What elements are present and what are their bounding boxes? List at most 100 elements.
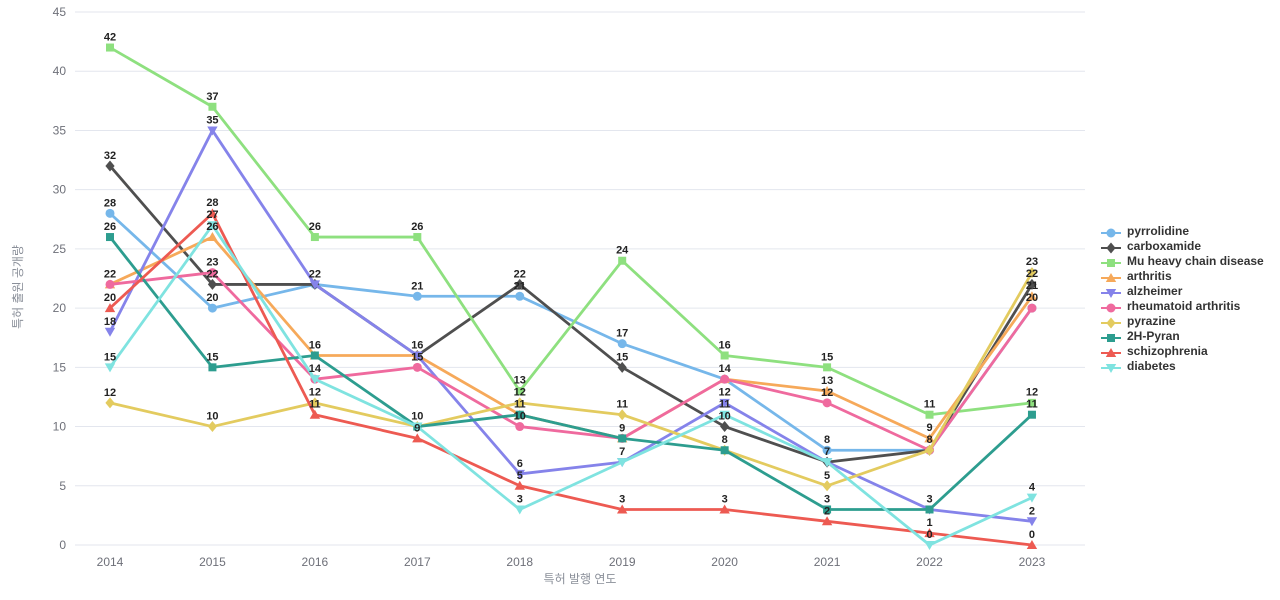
data-point-marker <box>1106 303 1116 312</box>
y-tick-label: 15 <box>53 360 67 374</box>
series-mu-heavy-chain-disease <box>106 43 1036 419</box>
data-point-marker <box>821 386 833 396</box>
point-label: 26 <box>104 221 116 233</box>
legend-item-alzheimer[interactable]: alzheimer <box>1100 284 1264 299</box>
point-label: 13 <box>821 375 833 387</box>
data-point-marker <box>515 291 525 301</box>
triangle-legend-icon <box>1100 271 1122 283</box>
data-point-marker <box>924 433 935 443</box>
diamond-legend-icon <box>1100 241 1122 253</box>
legend-label: arthritis <box>1127 269 1172 283</box>
point-label: 14 <box>719 363 732 375</box>
data-point-marker <box>412 433 423 443</box>
point-label: 15 <box>104 351 116 363</box>
y-tick-label: 45 <box>53 5 67 19</box>
data-point-marker <box>412 422 423 432</box>
point-label: 21 <box>411 280 423 292</box>
point-label: 12 <box>309 387 321 399</box>
data-point-marker <box>104 303 116 313</box>
legend-item-2h-pyran[interactable]: 2H-Pyran <box>1100 329 1264 344</box>
data-point-marker <box>1026 291 1038 301</box>
point-label: 22 <box>309 268 321 280</box>
point-label: 9 <box>926 422 932 434</box>
point-label: 20 <box>206 292 218 304</box>
point-label: 2 <box>824 505 830 517</box>
series-line-mu-heavy-chain-disease <box>108 46 1034 417</box>
point-label: 12 <box>104 387 116 399</box>
data-point-marker <box>104 363 116 373</box>
legend-label: rheumatoid arthritis <box>1127 299 1241 313</box>
legend-item-pyrazine[interactable]: pyrazine <box>1100 314 1264 329</box>
data-point-marker <box>515 387 524 396</box>
point-label: 7 <box>619 446 625 458</box>
legend-item-mu-heavy-chain-disease[interactable]: Mu heavy chain disease <box>1100 254 1264 269</box>
point-label: 3 <box>722 493 728 505</box>
data-point-marker <box>821 458 833 468</box>
series-line-rheumatoid-arthritis <box>108 271 1034 452</box>
point-label: 2 <box>1029 505 1035 517</box>
x-tick-label: 2015 <box>199 555 226 569</box>
x-tick-label: 2017 <box>404 555 431 569</box>
legend-label: Mu heavy chain disease <box>1127 254 1264 268</box>
data-point-marker <box>412 291 422 301</box>
data-point-marker <box>106 233 114 242</box>
data-point-marker <box>823 363 832 372</box>
point-label: 37 <box>206 91 218 103</box>
data-point-marker <box>617 361 627 373</box>
legend-item-pyrrolidine[interactable]: pyrrolidine <box>1100 224 1264 239</box>
legend-item-rheumatoid-arthritis[interactable]: rheumatoid arthritis <box>1100 299 1264 314</box>
y-tick-label: 0 <box>59 538 66 552</box>
point-label: 16 <box>309 339 321 351</box>
data-point-marker <box>720 421 730 433</box>
diamond-legend-icon <box>1100 316 1122 328</box>
triangle-down-legend-icon <box>1100 286 1122 298</box>
x-axis-label: 특허 발행 연도 <box>544 571 617 586</box>
series-carboxamide <box>105 160 1037 468</box>
point-label: 11 <box>924 399 936 411</box>
triangle-legend-icon <box>1100 346 1122 358</box>
y-axis-label: 특허 출원 공개량 <box>11 245 25 329</box>
data-point-marker <box>207 268 217 278</box>
point-label: 10 <box>719 411 731 423</box>
point-label: 42 <box>104 32 116 44</box>
legend-item-schizophrenia[interactable]: schizophrenia <box>1100 344 1264 359</box>
legend-item-arthritis[interactable]: arthritis <box>1100 269 1264 284</box>
series-schizophrenia <box>104 208 1038 549</box>
point-label: 3 <box>824 493 830 505</box>
data-point-marker <box>515 397 525 409</box>
point-label: 12 <box>719 387 731 399</box>
legend-label: diabetes <box>1127 359 1176 373</box>
y-tick-label: 30 <box>53 183 67 197</box>
x-tick-label: 2020 <box>711 555 738 569</box>
data-point-marker <box>309 280 321 290</box>
data-point-marker <box>719 410 730 420</box>
series-line-pyrazine <box>108 271 1034 488</box>
point-label: 23 <box>206 256 218 268</box>
data-point-marker <box>1106 242 1116 253</box>
point-label: 6 <box>517 458 523 470</box>
data-point-marker <box>207 221 218 231</box>
point-label: 3 <box>926 493 932 505</box>
point-label: 22 <box>514 268 526 280</box>
data-point-marker <box>618 256 627 265</box>
square-legend-icon <box>1100 331 1122 343</box>
legend-item-diabetes[interactable]: diabetes <box>1100 359 1264 374</box>
data-point-marker <box>1027 267 1037 279</box>
x-tick-label: 2014 <box>97 555 124 569</box>
data-point-marker <box>1026 517 1038 527</box>
data-point-marker <box>207 208 218 218</box>
point-label: 22 <box>104 268 116 280</box>
y-tick-label: 40 <box>53 64 67 78</box>
legend-item-carboxamide[interactable]: carboxamide <box>1100 239 1264 254</box>
data-point-marker <box>1106 228 1116 237</box>
data-point-marker <box>310 233 319 242</box>
y-tick-label: 10 <box>53 420 67 434</box>
data-point-marker <box>208 102 217 111</box>
data-point-marker <box>309 409 321 419</box>
series-line-diabetes <box>108 223 1034 547</box>
point-label: 11 <box>309 399 321 411</box>
series-arthritis <box>104 232 1038 443</box>
data-point-marker <box>1027 398 1036 407</box>
